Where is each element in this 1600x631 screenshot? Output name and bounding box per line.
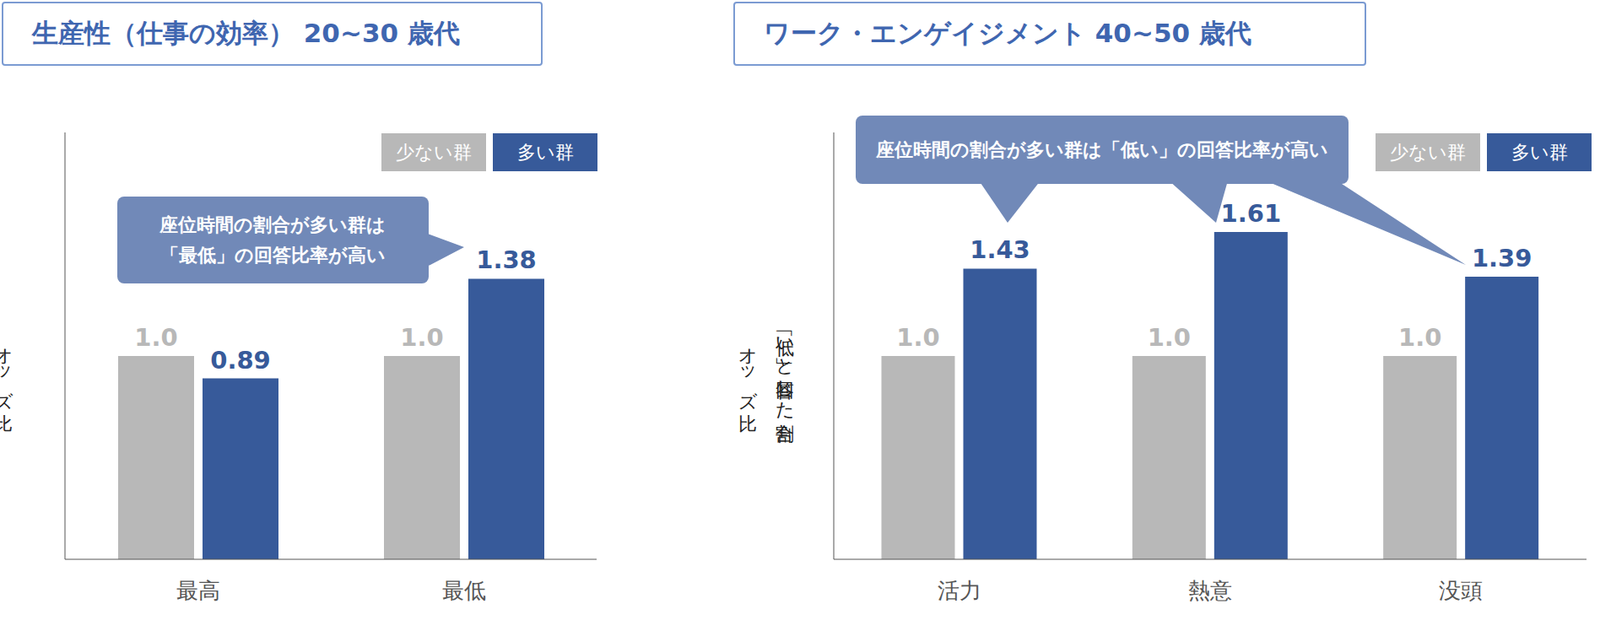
svg-text:没頭: 没頭	[1438, 578, 1483, 604]
svg-text:熱意: 熱意	[1188, 578, 1233, 604]
svg-text:1.0: 1.0	[1398, 323, 1442, 352]
svg-text:「最低」の回答比率が高い: 「最低」の回答比率が高い	[160, 244, 386, 266]
html-text:「低い」と回答した割合: 「低い」と回答した割合	[774, 324, 796, 410]
html-text:少ない群: 少ない群	[1389, 141, 1466, 163]
svg-text:座位時間の割合が多い群は「低い」の回答比率が高い: 座位時間の割合が多い群は「低い」の回答比率が高い	[875, 139, 1329, 161]
svg-text:1.0: 1.0	[896, 323, 940, 352]
svg-text:最高: 最高	[176, 578, 221, 604]
html-text:少ない群: 少ない群	[395, 141, 472, 163]
svg-text:0.89: 0.89	[210, 345, 271, 375]
html-text:生産性（仕事の効率） 20~30 歳代: 生産性（仕事の効率） 20~30 歳代	[32, 17, 460, 49]
svg-text:1.0: 1.0	[134, 323, 178, 352]
html-text:ワーク・エンゲイジメント 40~50 歳代: ワーク・エンゲイジメント 40~50 歳代	[763, 17, 1252, 49]
svg-text:活力: 活力	[937, 578, 982, 604]
svg-text:1.39: 1.39	[1471, 243, 1533, 273]
svg-text:1.0: 1.0	[1147, 323, 1191, 352]
svg-text:1.0: 1.0	[400, 323, 444, 352]
html-text:多い群: 多い群	[1510, 141, 1568, 163]
svg-text:1.43: 1.43	[969, 235, 1031, 265]
svg-text:最低: 最低	[442, 578, 487, 604]
html-text:多い群: 多い群	[516, 141, 574, 163]
svg-text:1.38: 1.38	[475, 245, 537, 275]
html-text:オッズ比: オッズ比	[737, 335, 759, 400]
svg-text:座位時間の割合が多い群は: 座位時間の割合が多い群は	[158, 214, 386, 236]
svg-text:1.61: 1.61	[1221, 199, 1282, 228]
